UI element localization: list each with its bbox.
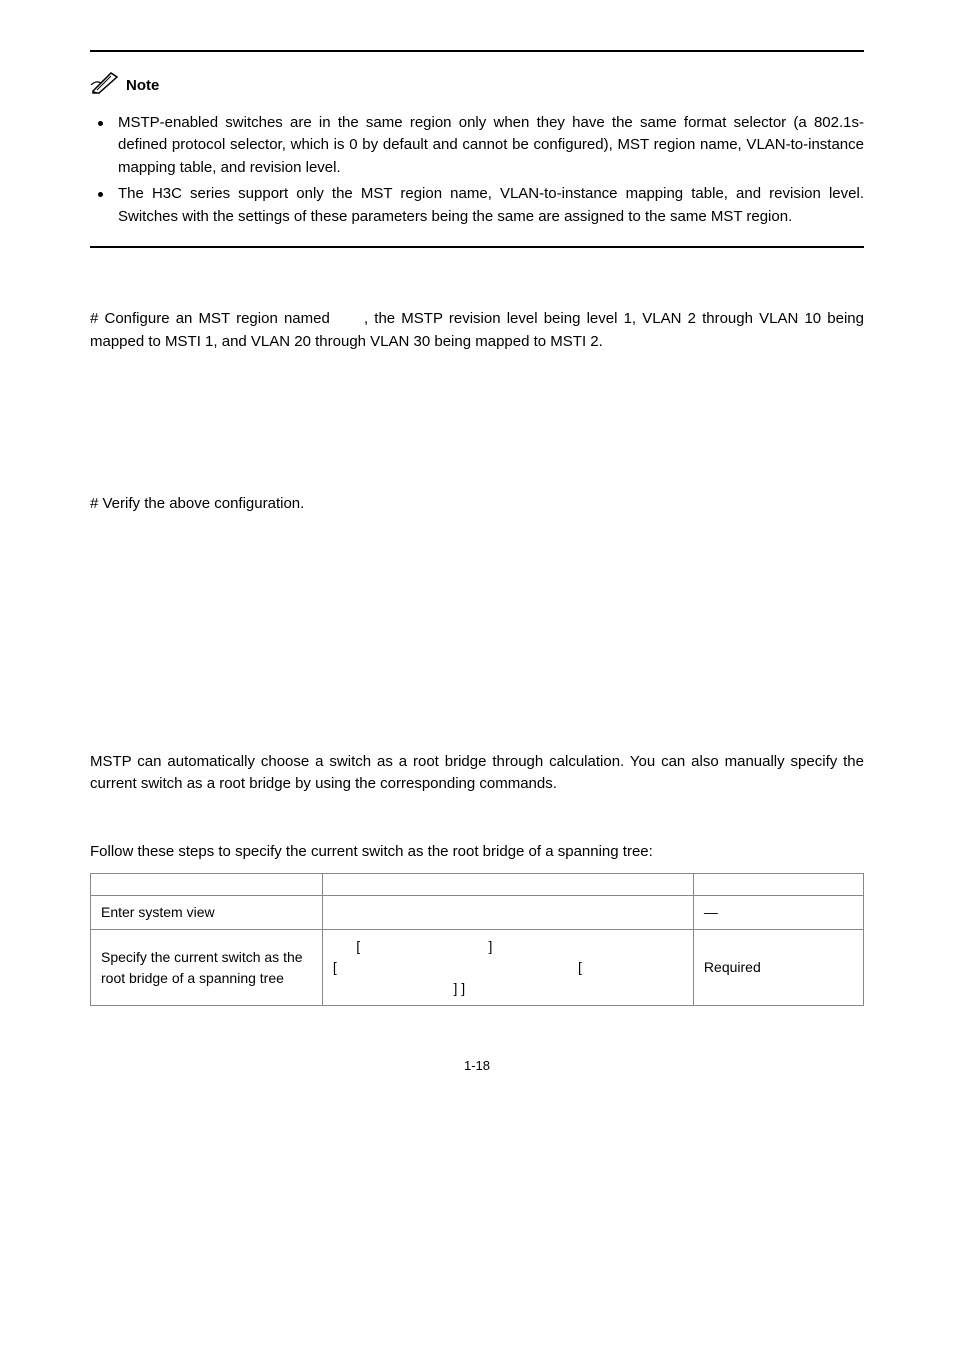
note-icon xyxy=(90,70,120,102)
note-list: MSTP-enabled switches are in the same re… xyxy=(90,112,864,229)
note-bottom-rule xyxy=(90,246,864,248)
table-cell: Required xyxy=(693,930,863,1006)
table-cell: Enter system view xyxy=(91,896,323,930)
verify-paragraph: # Verify the above configuration. xyxy=(90,493,864,516)
table-row: Specify the current switch as the root b… xyxy=(91,930,864,1006)
table-cell: Specify the current switch as the root b… xyxy=(91,930,323,1006)
table-cell xyxy=(322,896,693,930)
config-pre: # Configure an MST region named xyxy=(90,310,336,327)
note-top-rule xyxy=(90,50,864,52)
table-cell: — xyxy=(693,896,863,930)
note-item: The H3C series support only the MST regi… xyxy=(118,183,864,228)
table-header-cell xyxy=(91,874,323,896)
config-paragraph: # Configure an MST region named , the MS… xyxy=(90,308,864,353)
table-header-cell xyxy=(693,874,863,896)
steps-table: Enter system view — Specify the current … xyxy=(90,873,864,1006)
table-row: Enter system view — xyxy=(91,896,864,930)
note-header: Note xyxy=(90,70,864,102)
note-item: MSTP-enabled switches are in the same re… xyxy=(118,112,864,180)
mstp-paragraph: MSTP can automatically choose a switch a… xyxy=(90,751,864,796)
follow-paragraph: Follow these steps to specify the curren… xyxy=(90,841,864,864)
table-cell: [ ] [ [ ] ] xyxy=(322,930,693,1006)
table-header-cell xyxy=(322,874,693,896)
table-header-row xyxy=(91,874,864,896)
note-label: Note xyxy=(126,75,159,98)
page-number: 1-18 xyxy=(90,1056,864,1076)
